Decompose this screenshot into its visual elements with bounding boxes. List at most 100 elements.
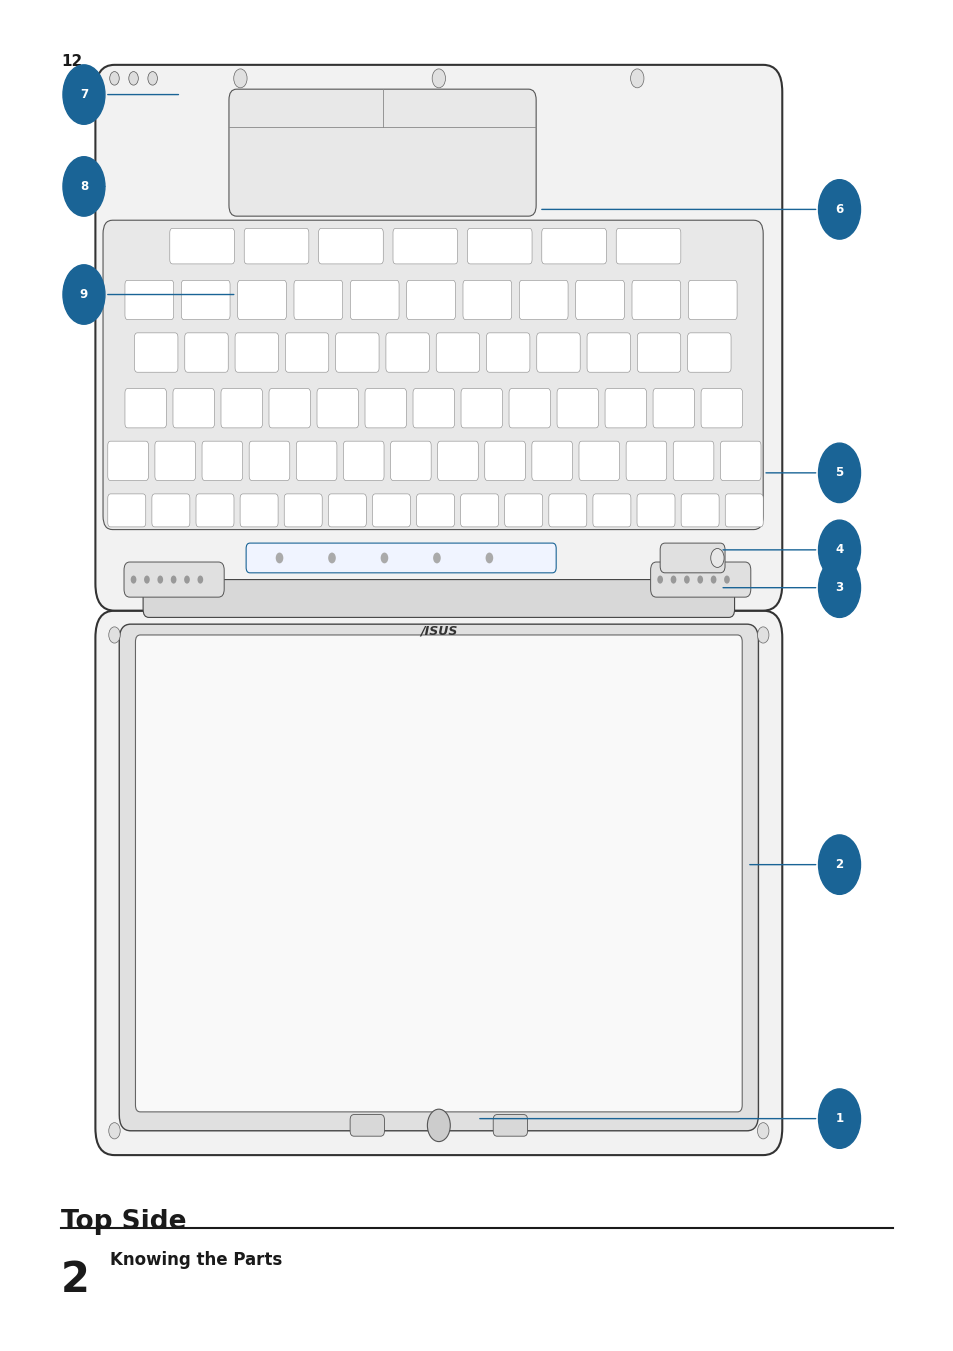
- FancyBboxPatch shape: [143, 580, 734, 617]
- FancyBboxPatch shape: [124, 562, 224, 597]
- Circle shape: [670, 576, 676, 584]
- Circle shape: [432, 69, 445, 88]
- FancyBboxPatch shape: [486, 332, 529, 372]
- FancyBboxPatch shape: [119, 624, 758, 1131]
- Text: 12: 12: [61, 54, 82, 69]
- FancyBboxPatch shape: [504, 494, 542, 527]
- Circle shape: [109, 1123, 120, 1139]
- Circle shape: [818, 180, 860, 239]
- Circle shape: [109, 627, 120, 643]
- FancyBboxPatch shape: [103, 220, 762, 530]
- FancyBboxPatch shape: [318, 228, 383, 263]
- FancyBboxPatch shape: [125, 280, 173, 320]
- FancyBboxPatch shape: [557, 389, 598, 428]
- FancyBboxPatch shape: [406, 280, 455, 320]
- Circle shape: [63, 157, 105, 216]
- FancyBboxPatch shape: [240, 494, 277, 527]
- Text: 1: 1: [835, 1112, 842, 1125]
- FancyBboxPatch shape: [269, 389, 310, 428]
- Text: Top Side: Top Side: [61, 1209, 187, 1235]
- Circle shape: [427, 1109, 450, 1142]
- Text: 7: 7: [80, 88, 88, 101]
- Circle shape: [757, 627, 768, 643]
- FancyBboxPatch shape: [365, 389, 406, 428]
- FancyBboxPatch shape: [229, 89, 536, 216]
- FancyBboxPatch shape: [195, 494, 233, 527]
- Text: 2: 2: [835, 858, 842, 871]
- Circle shape: [129, 72, 138, 85]
- Circle shape: [710, 576, 716, 584]
- Circle shape: [757, 1123, 768, 1139]
- FancyBboxPatch shape: [202, 442, 242, 481]
- Text: 6: 6: [835, 203, 842, 216]
- Circle shape: [197, 576, 203, 584]
- Circle shape: [683, 576, 689, 584]
- FancyBboxPatch shape: [680, 494, 719, 527]
- FancyBboxPatch shape: [386, 332, 429, 372]
- FancyBboxPatch shape: [335, 332, 378, 372]
- FancyBboxPatch shape: [460, 389, 502, 428]
- FancyBboxPatch shape: [724, 494, 762, 527]
- FancyBboxPatch shape: [518, 280, 567, 320]
- Circle shape: [433, 553, 440, 563]
- Circle shape: [630, 69, 643, 88]
- Circle shape: [131, 576, 136, 584]
- Text: 5: 5: [835, 466, 842, 480]
- FancyBboxPatch shape: [578, 442, 619, 481]
- Text: 9: 9: [80, 288, 88, 301]
- Circle shape: [380, 553, 388, 563]
- FancyBboxPatch shape: [413, 389, 454, 428]
- Circle shape: [818, 520, 860, 580]
- FancyBboxPatch shape: [437, 442, 477, 481]
- FancyBboxPatch shape: [616, 228, 680, 263]
- FancyBboxPatch shape: [653, 389, 694, 428]
- Circle shape: [657, 576, 662, 584]
- FancyBboxPatch shape: [673, 442, 713, 481]
- Circle shape: [485, 553, 493, 563]
- FancyBboxPatch shape: [343, 442, 384, 481]
- FancyBboxPatch shape: [285, 332, 329, 372]
- FancyBboxPatch shape: [390, 442, 431, 481]
- FancyBboxPatch shape: [720, 442, 760, 481]
- Text: Knowing the Parts: Knowing the Parts: [110, 1251, 282, 1269]
- FancyBboxPatch shape: [234, 332, 278, 372]
- FancyBboxPatch shape: [95, 611, 781, 1155]
- FancyBboxPatch shape: [372, 494, 410, 527]
- FancyBboxPatch shape: [152, 494, 190, 527]
- Circle shape: [184, 576, 190, 584]
- FancyBboxPatch shape: [548, 494, 586, 527]
- FancyBboxPatch shape: [532, 442, 572, 481]
- FancyBboxPatch shape: [688, 280, 737, 320]
- Circle shape: [328, 553, 335, 563]
- FancyBboxPatch shape: [294, 280, 342, 320]
- Circle shape: [818, 558, 860, 617]
- FancyBboxPatch shape: [604, 389, 646, 428]
- FancyBboxPatch shape: [249, 442, 290, 481]
- FancyBboxPatch shape: [154, 442, 195, 481]
- Circle shape: [723, 576, 729, 584]
- FancyBboxPatch shape: [316, 389, 358, 428]
- FancyBboxPatch shape: [246, 543, 556, 573]
- FancyBboxPatch shape: [631, 280, 680, 320]
- FancyBboxPatch shape: [467, 228, 532, 263]
- Circle shape: [818, 443, 860, 503]
- FancyBboxPatch shape: [170, 228, 234, 263]
- FancyBboxPatch shape: [284, 494, 322, 527]
- FancyBboxPatch shape: [296, 442, 336, 481]
- Circle shape: [710, 549, 723, 567]
- FancyBboxPatch shape: [125, 389, 166, 428]
- FancyBboxPatch shape: [244, 228, 309, 263]
- FancyBboxPatch shape: [416, 494, 454, 527]
- FancyBboxPatch shape: [586, 332, 630, 372]
- FancyBboxPatch shape: [541, 228, 606, 263]
- FancyBboxPatch shape: [108, 494, 146, 527]
- FancyBboxPatch shape: [650, 562, 750, 597]
- FancyBboxPatch shape: [135, 635, 741, 1112]
- FancyBboxPatch shape: [221, 389, 262, 428]
- FancyBboxPatch shape: [637, 332, 680, 372]
- FancyBboxPatch shape: [185, 332, 228, 372]
- FancyBboxPatch shape: [687, 332, 730, 372]
- FancyBboxPatch shape: [393, 228, 457, 263]
- Text: 3: 3: [835, 581, 842, 594]
- Circle shape: [275, 553, 283, 563]
